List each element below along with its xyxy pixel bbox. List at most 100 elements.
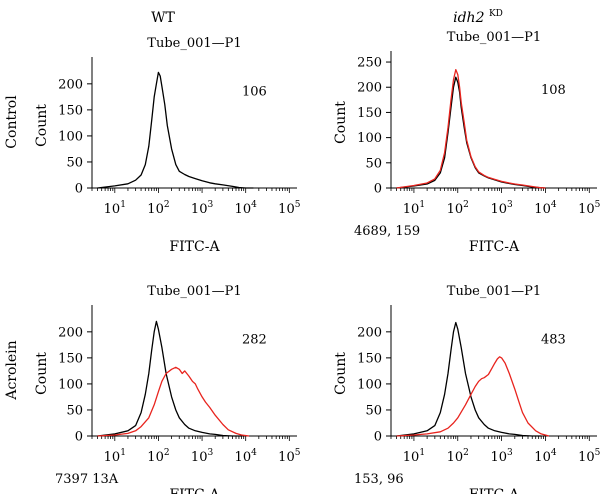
x-tick-exponent: 2 [164,448,170,458]
x-tick-base: 10 [278,450,295,465]
panel-annotation-value: 108 [541,83,566,98]
y-tick-label: 200 [58,325,83,340]
y-tick-label: 150 [58,351,83,366]
x-tick-exponent: 2 [463,448,469,458]
x-tick-base: 10 [147,450,164,465]
x-tick-label: 105 [578,200,600,217]
x-tick-label: 102 [447,448,469,465]
x-tick-label: 101 [104,200,126,217]
x-tick-base: 10 [447,202,464,217]
y-tick-label: 250 [357,56,382,71]
y-tick-label: 200 [357,325,382,340]
panel-title: Tube_001—P1 [147,284,241,299]
x-tick-exponent: 3 [507,200,513,210]
x-axis-label: FITC-A [169,239,220,255]
column-header-wt: WT [151,10,175,26]
y-tick-label: 150 [357,351,382,366]
histogram-series-line [97,366,250,437]
x-tick-base: 10 [235,202,252,217]
x-tick-base: 10 [578,202,595,217]
x-tick-exponent: 4 [551,448,557,458]
x-tick-label: 103 [490,448,513,465]
x-tick-label: 101 [104,448,126,465]
x-axis-label: FITC-A [469,487,520,494]
x-tick-exponent: 1 [120,448,126,458]
column-header-idh2kd-main: idh2 [453,10,484,26]
row-label-control: Control [4,95,20,149]
histogram-series-line [396,68,546,189]
column-header-idh2kd-superscript: KD [489,9,503,19]
x-tick-exponent: 5 [595,448,600,458]
y-tick-label: 0 [374,430,382,445]
y-tick-label: 150 [357,106,382,121]
x-tick-label: 101 [403,200,425,217]
x-tick-exponent: 3 [507,448,513,458]
histogram-series-line [97,71,254,189]
x-tick-exponent: 2 [164,200,170,210]
x-tick-label: 102 [147,448,169,465]
histogram-series-line [97,320,242,437]
x-tick-label: 104 [235,200,258,217]
panel-footnote: 4689, 159 [354,224,420,239]
x-tick-label: 102 [447,200,469,217]
histogram-series-line [396,76,546,189]
y-tick-label: 150 [58,103,83,118]
x-tick-base: 10 [490,202,507,217]
x-axis-label: FITC-A [469,239,520,255]
x-tick-exponent: 1 [419,200,425,210]
y-tick-label: 200 [357,81,382,96]
x-tick-label: 103 [191,200,214,217]
x-tick-label: 104 [235,448,258,465]
x-tick-label: 104 [534,448,557,465]
x-tick-label: 104 [534,200,557,217]
x-tick-label: 105 [578,448,600,465]
x-tick-base: 10 [147,202,164,217]
panel-footnote: 153, 96 [354,472,404,487]
x-tick-base: 10 [104,202,121,217]
x-tick-exponent: 1 [120,200,126,210]
x-tick-base: 10 [191,202,208,217]
y-axis-label: Count [34,104,50,147]
x-tick-base: 10 [235,450,252,465]
panel-annotation-value: 282 [242,333,267,348]
x-tick-base: 10 [191,450,208,465]
y-axis-label: Count [34,352,50,395]
y-tick-label: 200 [58,77,83,92]
x-tick-base: 10 [490,450,507,465]
x-tick-base: 10 [403,202,420,217]
x-tick-exponent: 3 [207,448,213,458]
y-tick-label: 100 [357,131,382,146]
row-label-acrolein: Acrolein [4,340,20,400]
x-tick-label: 103 [490,200,513,217]
histogram-series-line [396,356,550,437]
x-tick-exponent: 5 [295,200,301,210]
x-tick-exponent: 5 [595,200,600,210]
x-tick-label: 105 [278,448,301,465]
x-tick-base: 10 [104,450,121,465]
y-tick-label: 50 [365,156,382,171]
histogram-panel: Tube_001—P1050100150200101102103104105FI… [34,284,301,494]
x-tick-exponent: 5 [295,448,301,458]
y-tick-label: 0 [374,182,382,197]
y-tick-label: 100 [58,129,83,144]
x-tick-exponent: 4 [251,200,257,210]
panel-annotation-value: 483 [541,333,566,348]
y-tick-label: 0 [75,430,83,445]
panel-footnote: 7397 13A [55,472,119,487]
panel-title: Tube_001—P1 [447,284,541,299]
x-axis-label: FITC-A [169,487,220,494]
x-tick-base: 10 [578,450,595,465]
x-tick-base: 10 [447,450,464,465]
histogram-series-line [396,321,542,437]
y-tick-label: 100 [357,377,382,392]
histogram-panel: Tube_001—P1050100150200101102103104105FI… [333,284,600,494]
y-axis-label: Count [333,352,349,395]
y-tick-label: 0 [75,182,83,197]
y-axis-label: Count [333,101,349,144]
x-tick-base: 10 [534,450,551,465]
y-tick-label: 50 [66,155,83,170]
